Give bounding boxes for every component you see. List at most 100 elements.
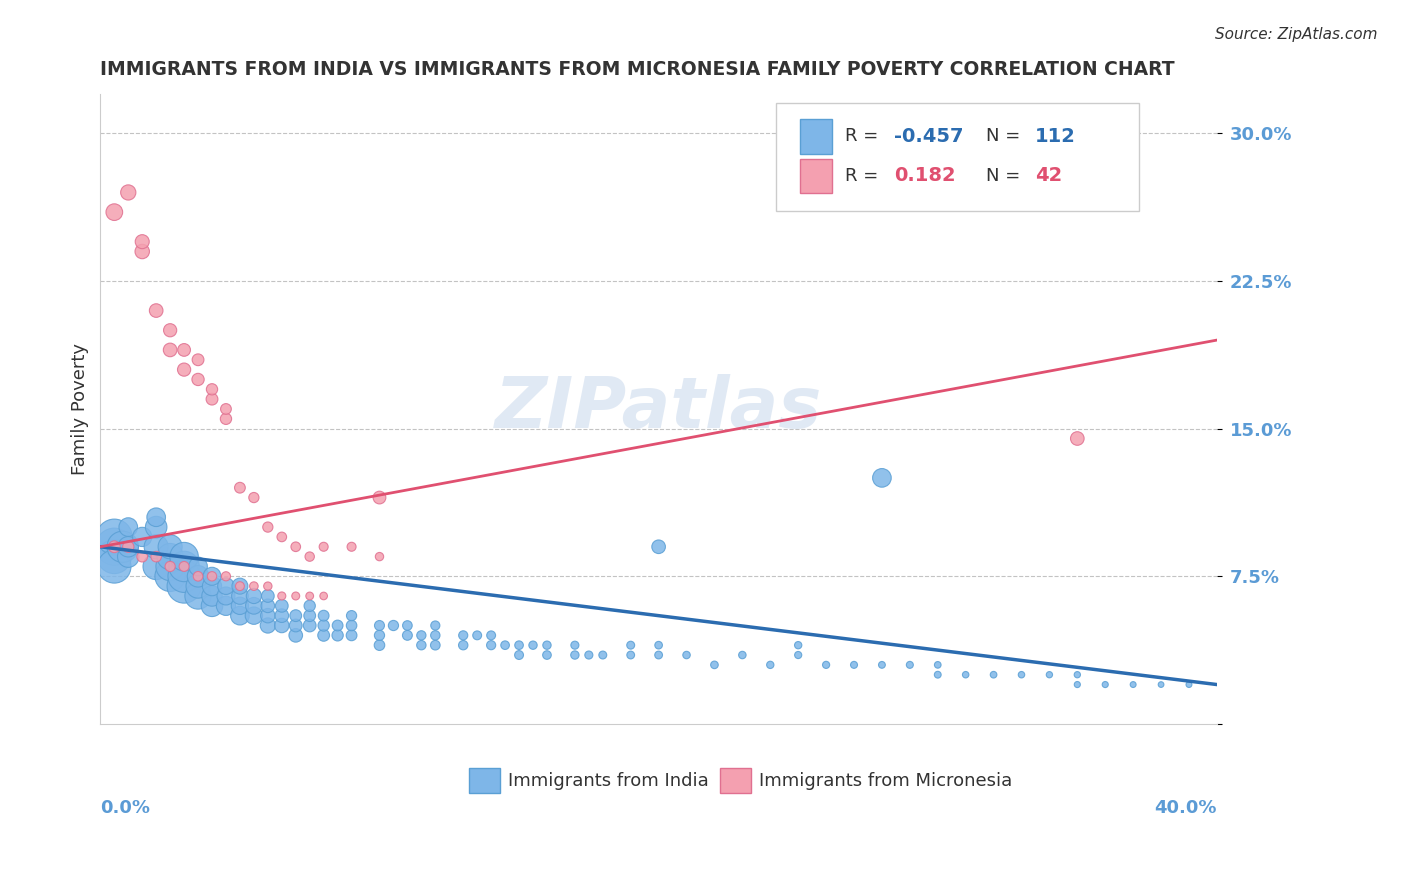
Point	[647, 540, 669, 554]
Point	[229, 579, 252, 593]
Point	[159, 323, 181, 337]
Point	[1066, 432, 1088, 446]
Point	[1066, 677, 1088, 691]
Point	[396, 618, 419, 632]
Point	[494, 638, 516, 652]
Point	[675, 648, 697, 662]
Point	[564, 638, 586, 652]
Point	[103, 540, 125, 554]
Point	[620, 638, 643, 652]
Point	[243, 491, 266, 505]
Point	[215, 401, 238, 416]
Point	[201, 589, 224, 603]
Point	[368, 638, 391, 652]
Point	[256, 599, 278, 613]
Point	[117, 549, 139, 564]
Point	[425, 618, 447, 632]
Point	[201, 392, 224, 406]
Point	[131, 530, 153, 544]
Point	[340, 618, 363, 632]
Point	[284, 608, 307, 623]
Point	[326, 618, 349, 632]
Point	[759, 657, 782, 672]
Text: -0.457: -0.457	[894, 127, 963, 145]
Point	[1178, 677, 1201, 691]
Point	[382, 618, 405, 632]
Point	[256, 589, 278, 603]
Point	[117, 186, 139, 200]
Point	[131, 244, 153, 259]
Point	[536, 648, 558, 662]
Point	[117, 520, 139, 534]
Point	[243, 599, 266, 613]
Text: N =: N =	[986, 128, 1026, 145]
Point	[159, 549, 181, 564]
Point	[340, 540, 363, 554]
Point	[312, 618, 335, 632]
Point	[270, 599, 292, 613]
Point	[508, 638, 530, 652]
Point	[256, 579, 278, 593]
Point	[955, 667, 977, 681]
Point	[1038, 667, 1060, 681]
Point	[159, 559, 181, 574]
Point	[159, 559, 181, 574]
Point	[145, 303, 167, 318]
Point	[298, 549, 321, 564]
Point	[103, 559, 125, 574]
Y-axis label: Family Poverty: Family Poverty	[72, 343, 89, 475]
Point	[187, 559, 209, 574]
Point	[159, 343, 181, 357]
Point	[117, 540, 139, 554]
Text: R =: R =	[845, 128, 884, 145]
Point	[145, 540, 167, 554]
Point	[731, 648, 754, 662]
Point	[159, 540, 181, 554]
Point	[1150, 677, 1173, 691]
Text: Immigrants from India: Immigrants from India	[508, 772, 709, 789]
Point	[368, 628, 391, 642]
Point	[145, 520, 167, 534]
Point	[215, 412, 238, 426]
FancyBboxPatch shape	[468, 768, 501, 793]
Point	[787, 648, 810, 662]
Point	[215, 589, 238, 603]
Point	[451, 628, 474, 642]
Point	[270, 608, 292, 623]
Point	[103, 530, 125, 544]
Text: 42: 42	[1035, 167, 1062, 186]
Point	[159, 569, 181, 583]
Point	[522, 638, 544, 652]
Point	[815, 657, 838, 672]
Point	[703, 657, 725, 672]
Point	[284, 540, 307, 554]
Point	[187, 589, 209, 603]
Point	[508, 648, 530, 662]
Point	[368, 491, 391, 505]
Point	[927, 657, 949, 672]
Point	[145, 559, 167, 574]
Text: 40.0%: 40.0%	[1154, 798, 1216, 817]
Point	[173, 362, 195, 376]
Text: Source: ZipAtlas.com: Source: ZipAtlas.com	[1215, 27, 1378, 42]
Point	[215, 569, 238, 583]
Point	[340, 608, 363, 623]
Point	[173, 343, 195, 357]
Point	[131, 549, 153, 564]
Point	[368, 618, 391, 632]
Point	[647, 648, 669, 662]
Point	[312, 540, 335, 554]
Point	[451, 638, 474, 652]
Point	[578, 648, 600, 662]
Point	[312, 589, 335, 603]
Point	[411, 638, 433, 652]
Point	[1094, 677, 1116, 691]
Text: 0.0%: 0.0%	[100, 798, 150, 817]
Point	[243, 608, 266, 623]
FancyBboxPatch shape	[776, 103, 1139, 211]
Point	[201, 599, 224, 613]
Point	[368, 549, 391, 564]
Point	[270, 530, 292, 544]
Text: ZIPatlas: ZIPatlas	[495, 375, 823, 443]
Point	[647, 638, 669, 652]
